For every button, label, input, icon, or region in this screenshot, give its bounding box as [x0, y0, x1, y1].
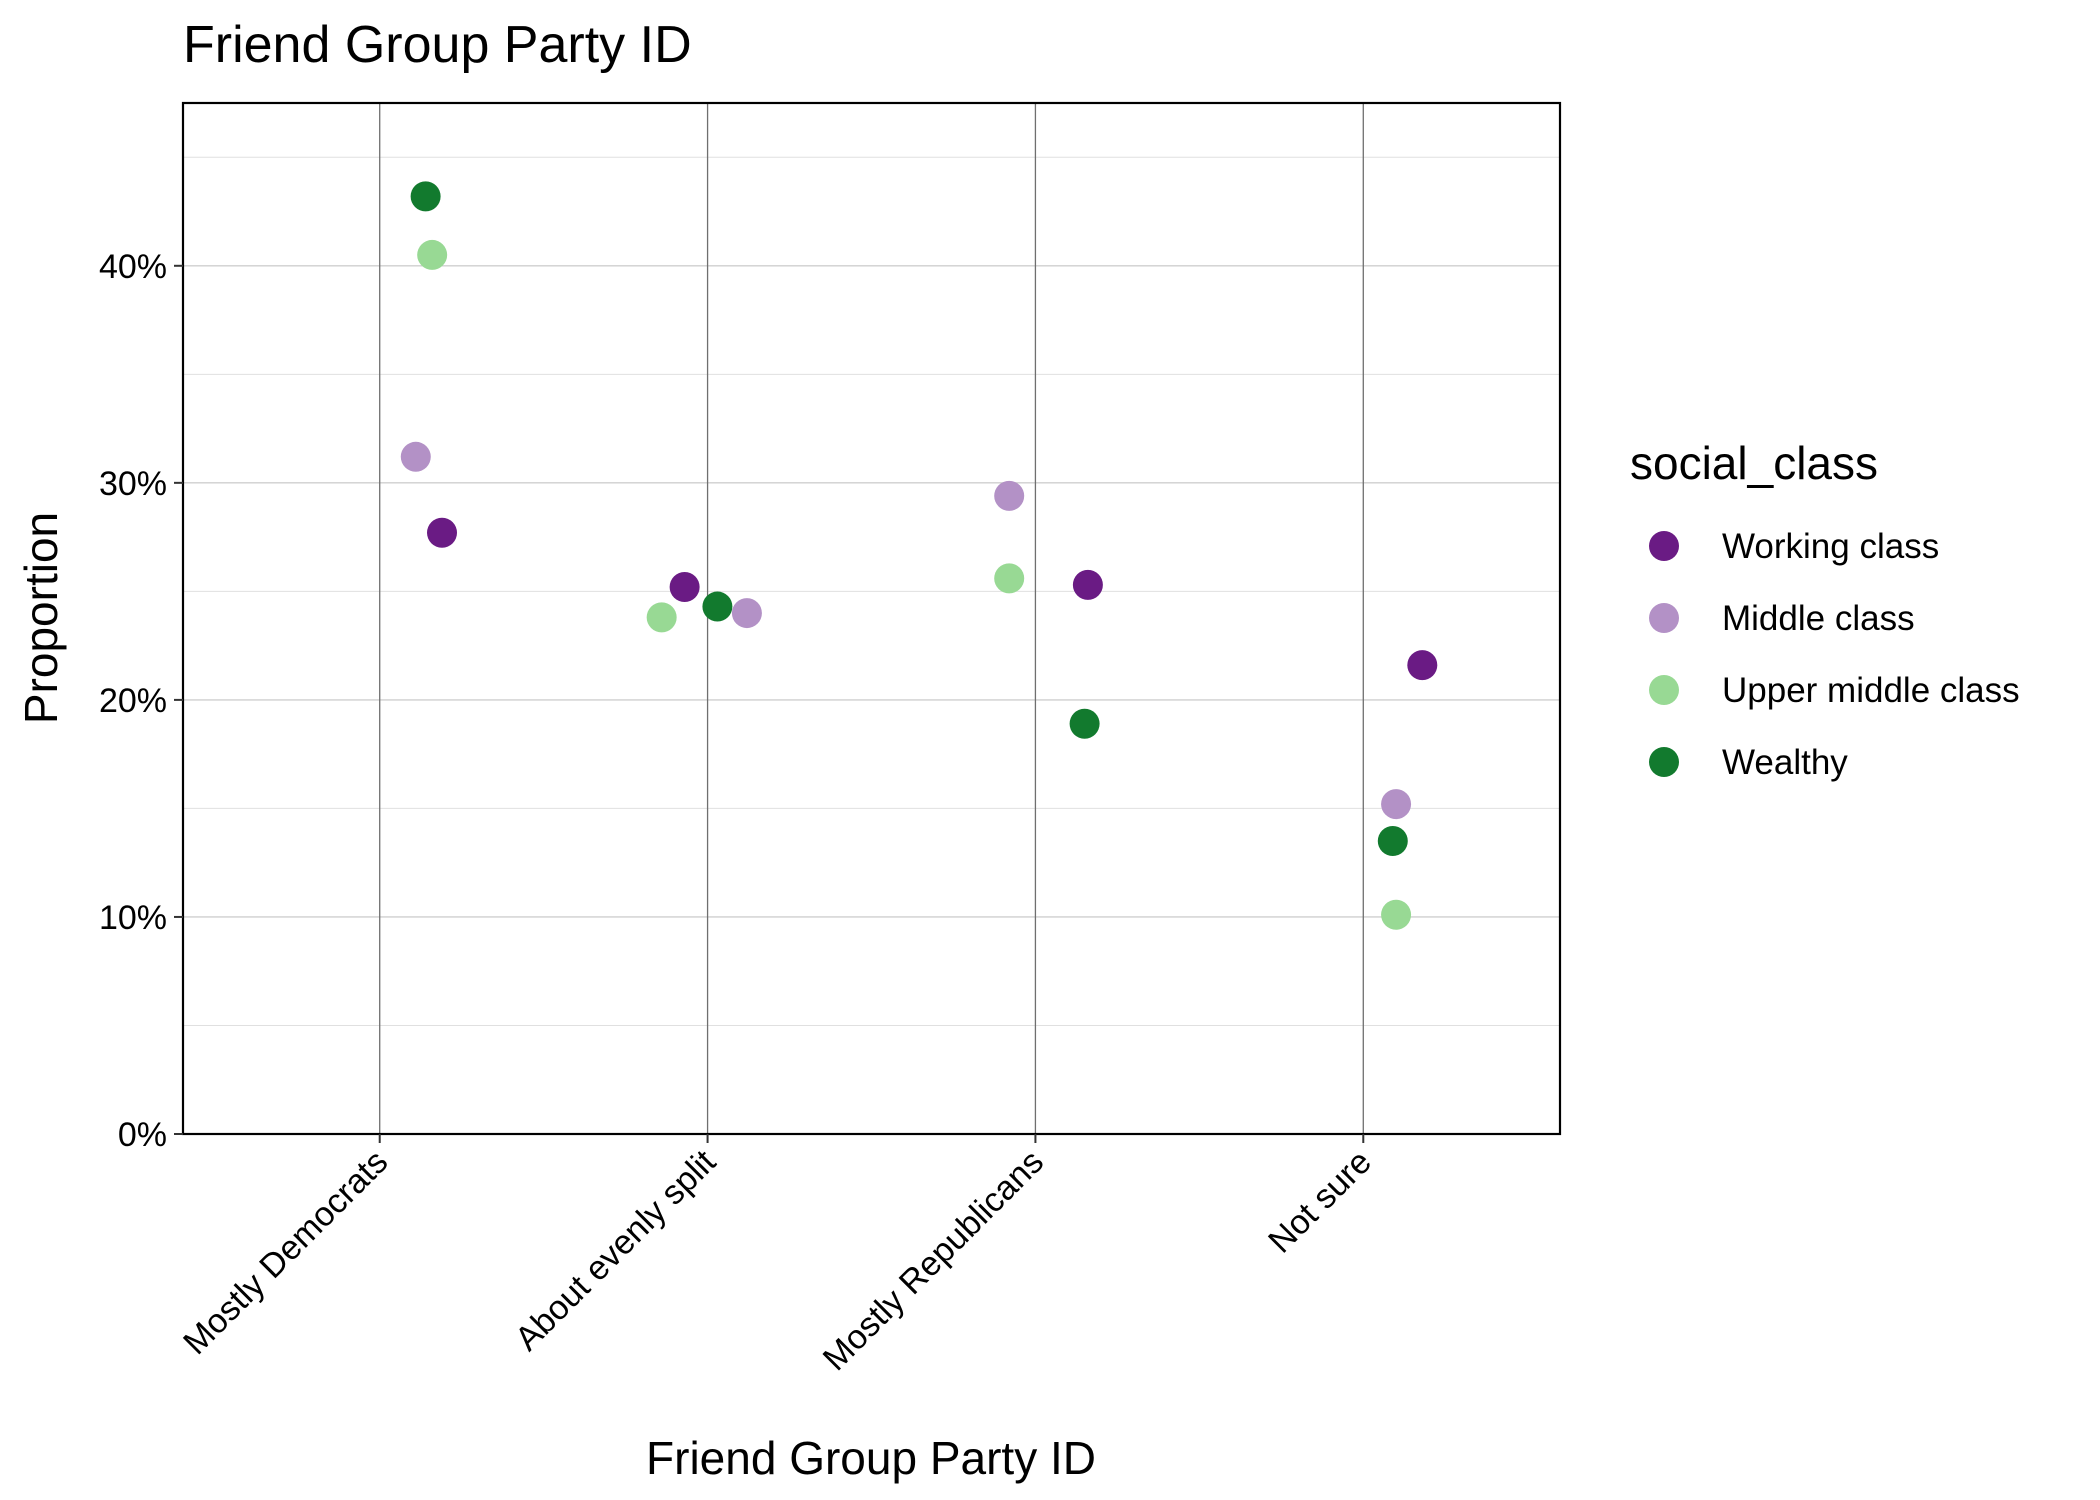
data-point — [1377, 825, 1408, 856]
data-point — [994, 480, 1025, 511]
data-point — [1381, 789, 1412, 820]
data-point — [417, 239, 448, 270]
y-tick-label: 30% — [99, 465, 167, 503]
data-point — [731, 598, 762, 629]
data-point — [994, 563, 1025, 594]
data-point — [1072, 569, 1103, 600]
y-tick-label: 0% — [118, 1116, 167, 1154]
chart-title: Friend Group Party ID — [183, 16, 692, 74]
x-axis-title: Friend Group Party ID — [646, 1432, 1096, 1484]
legend-label: Upper middle class — [1722, 671, 2020, 710]
plot-panel — [181, 101, 1562, 1136]
data-point — [669, 572, 700, 603]
y-axis-title: Proportion — [15, 512, 67, 724]
data-point — [1407, 650, 1438, 681]
legend: social_class Working class Middle class Up… — [1630, 437, 2020, 782]
y-tick-label: 10% — [99, 899, 167, 937]
y-tick-label: 20% — [99, 682, 167, 720]
data-point — [400, 441, 431, 472]
legend-key — [1649, 675, 1679, 705]
legend-key — [1649, 603, 1679, 633]
data-point — [427, 517, 458, 548]
data-points — [400, 181, 1438, 930]
y-tick-label: 40% — [99, 248, 167, 286]
data-point — [702, 591, 733, 622]
legend-label: Working class — [1722, 527, 1939, 566]
legend-label: Wealthy — [1722, 743, 1848, 782]
legend-key — [1649, 747, 1679, 777]
data-point — [1381, 899, 1412, 930]
data-point — [1069, 708, 1100, 739]
legend-title: social_class — [1630, 437, 1878, 489]
legend-label: Middle class — [1722, 599, 1915, 638]
grid-lines — [183, 103, 1560, 1135]
legend-key — [1649, 531, 1679, 561]
data-point — [410, 181, 441, 212]
data-point — [646, 602, 677, 633]
